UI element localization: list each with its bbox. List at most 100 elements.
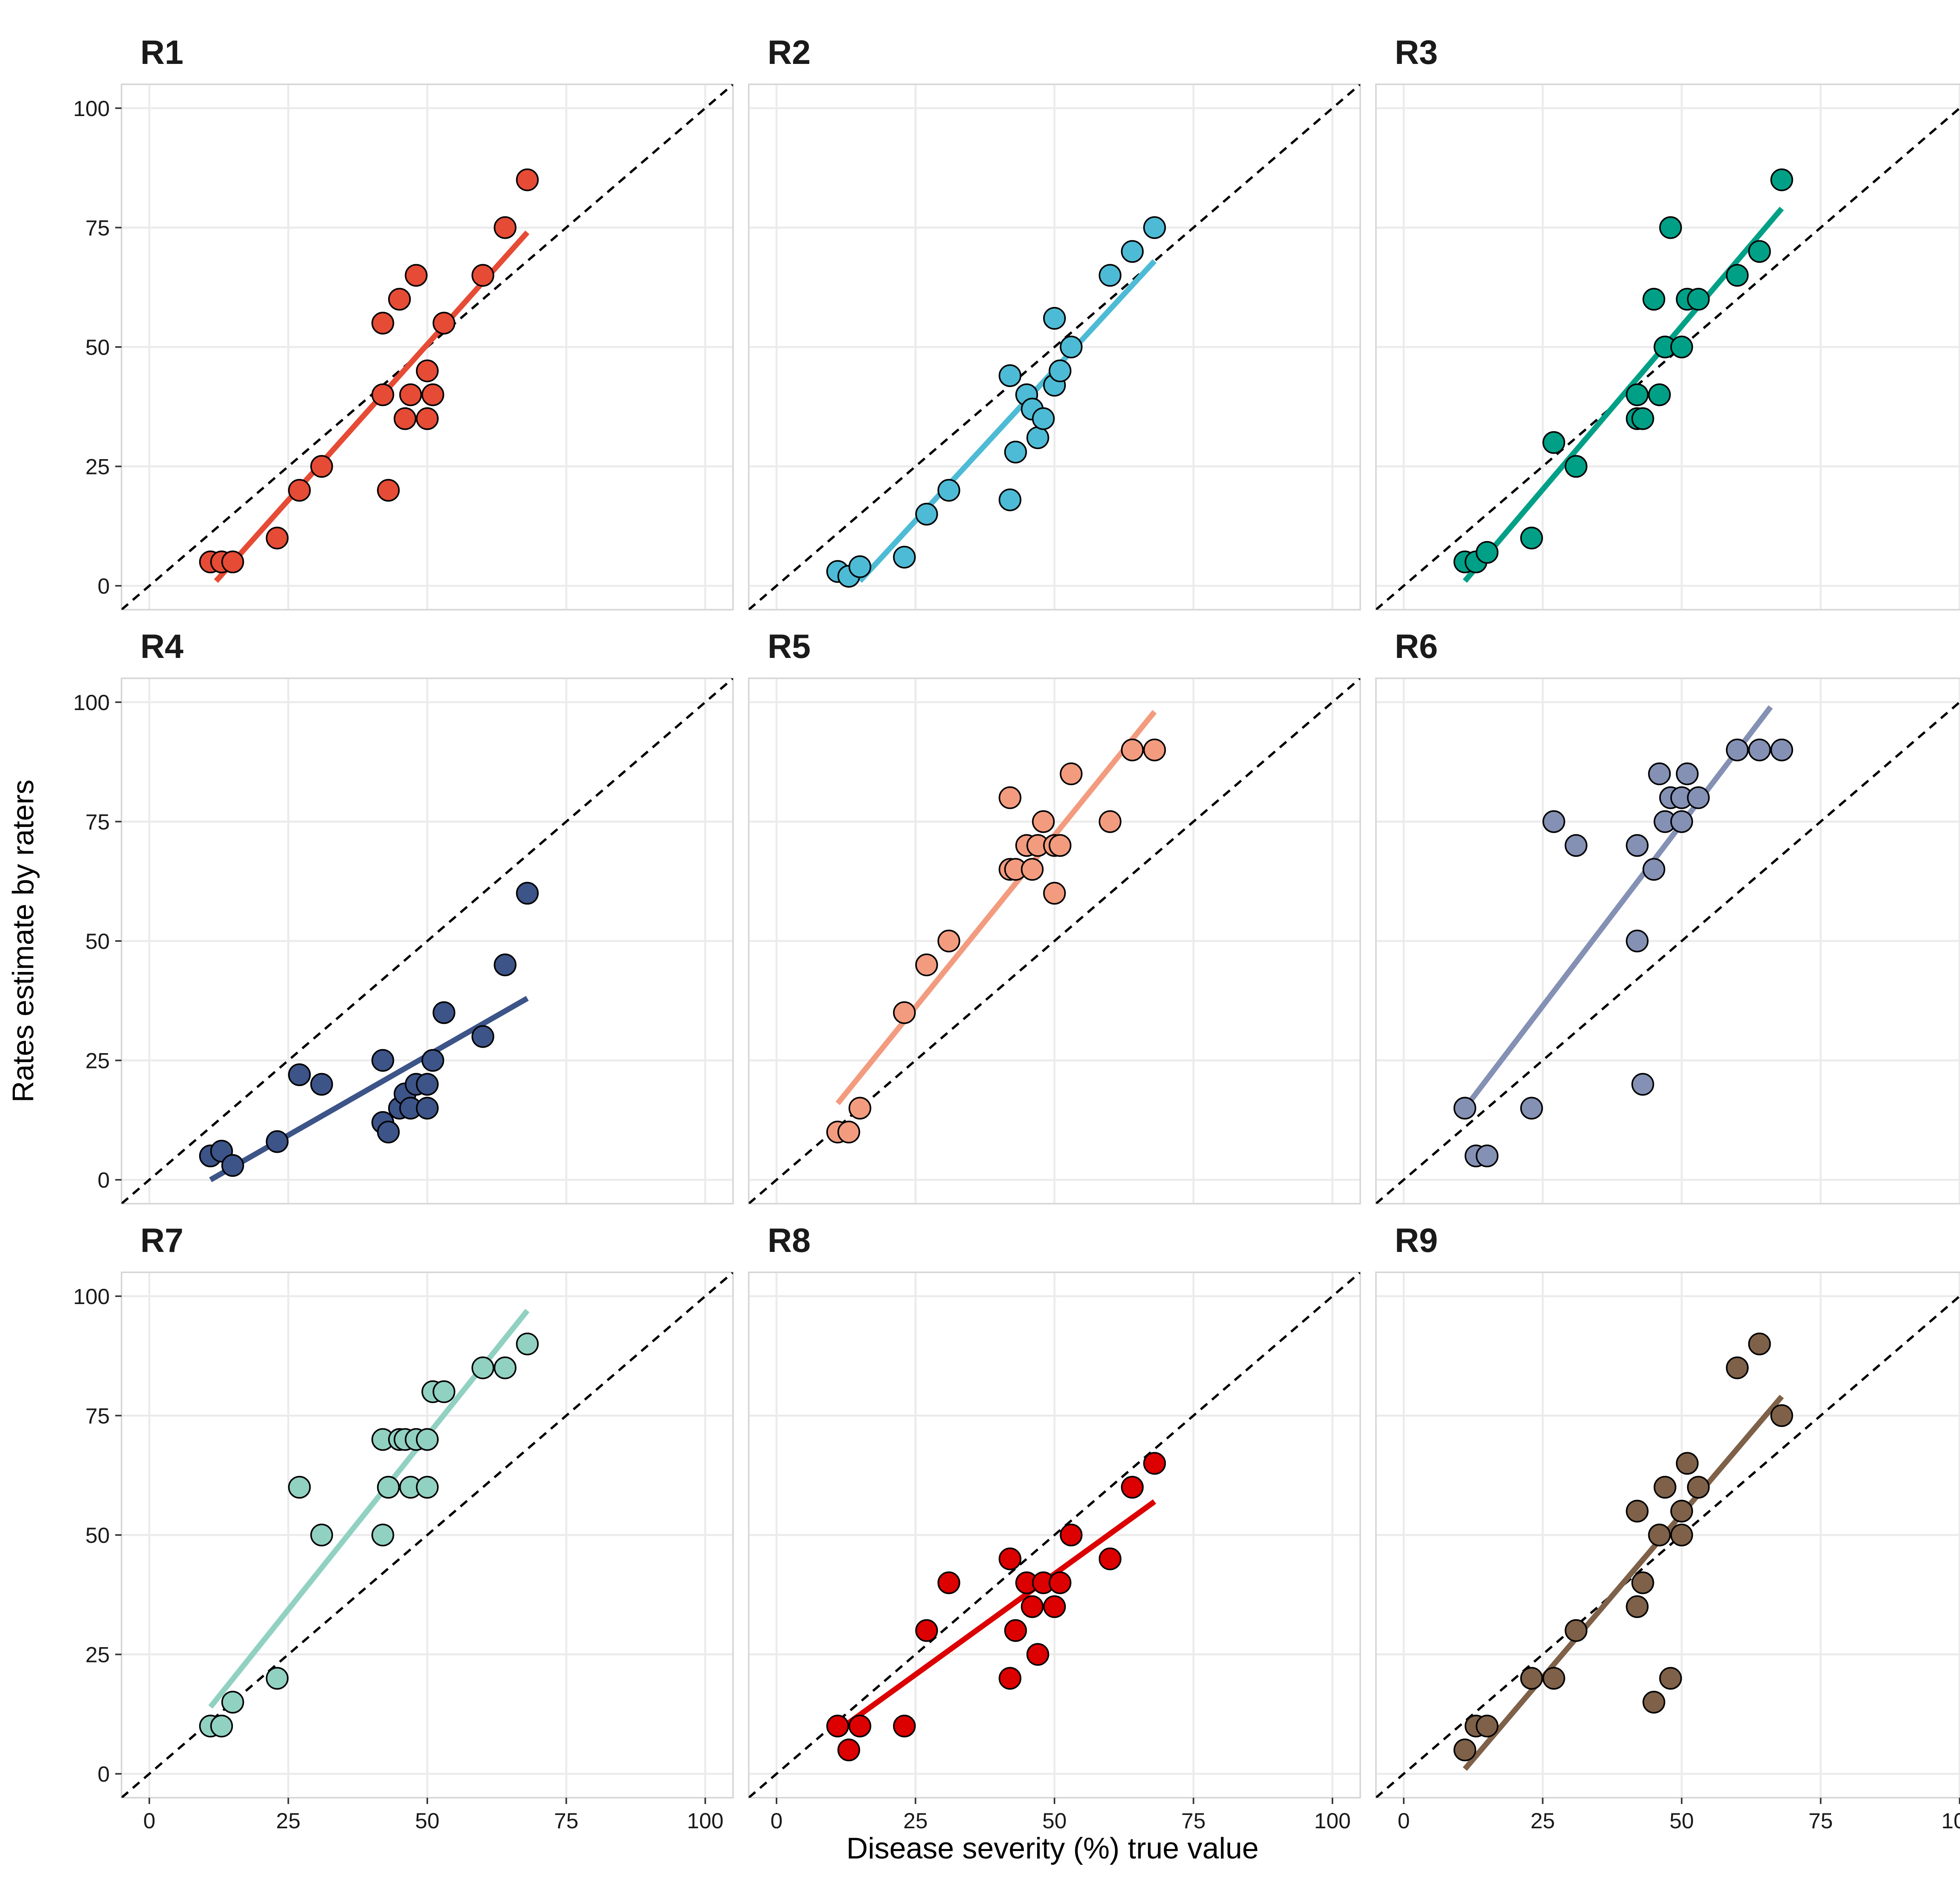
data-point: [1687, 786, 1710, 809]
data-point: [1121, 1476, 1144, 1499]
data-point: [1659, 216, 1682, 239]
panel-plot-area: [749, 84, 1360, 610]
data-point: [1642, 858, 1666, 881]
identity-line: [1376, 700, 1960, 1204]
y-tick-label: 25: [85, 454, 110, 479]
data-point: [1032, 407, 1055, 430]
data-point: [416, 1073, 439, 1096]
y-tick-label: 25: [85, 1642, 110, 1667]
panel-title-r1: R1: [140, 34, 183, 71]
data-point: [371, 383, 394, 406]
data-point: [1004, 441, 1027, 463]
data-point: [516, 882, 539, 905]
panel-plot-area: [122, 678, 733, 1204]
panel-r2: R2: [748, 34, 1361, 610]
data-point: [1631, 1571, 1654, 1594]
fit-line: [209, 996, 529, 1183]
data-point: [1670, 1524, 1693, 1546]
data-point: [1670, 1500, 1693, 1523]
data-point: [371, 312, 394, 335]
data-point: [394, 407, 417, 430]
data-point: [1676, 1452, 1699, 1475]
data-point: [1626, 1595, 1649, 1618]
panel-plot-area: [749, 678, 1360, 1204]
data-point: [1060, 1524, 1083, 1546]
data-point: [893, 1715, 916, 1738]
data-point: [416, 407, 439, 430]
data-point: [1021, 858, 1044, 881]
data-point: [1021, 1595, 1044, 1618]
panel-plot-area: [749, 1272, 1360, 1798]
panel-border: [1375, 84, 1960, 610]
data-point: [1143, 738, 1166, 761]
panel-r6: R6: [1375, 628, 1960, 1204]
data-point: [826, 1715, 849, 1738]
data-point: [371, 1524, 394, 1546]
data-point: [1004, 1619, 1027, 1642]
data-point: [1648, 762, 1671, 785]
data-point: [1143, 216, 1166, 239]
data-point: [310, 455, 333, 478]
data-point: [1098, 264, 1122, 287]
y-tick-label: 0: [98, 1168, 110, 1192]
data-point: [1631, 407, 1654, 430]
panel-r5: R5: [748, 628, 1361, 1204]
y-axis-title: Rates estimate by raters: [7, 779, 40, 1103]
identity-line: [749, 84, 1360, 610]
data-point: [1726, 264, 1749, 287]
data-point: [288, 1063, 311, 1086]
data-point: [1143, 1452, 1166, 1475]
data-point: [1475, 1144, 1499, 1168]
data-point: [221, 1691, 244, 1714]
data-point: [416, 359, 439, 382]
data-point: [371, 1049, 394, 1072]
y-tick-label: 0: [98, 574, 110, 598]
data-point: [1098, 1547, 1122, 1570]
data-point: [893, 1001, 916, 1024]
data-point: [837, 1738, 860, 1762]
data-point: [837, 1121, 860, 1144]
data-point: [421, 1049, 445, 1072]
data-point: [221, 550, 244, 574]
data-point: [494, 216, 517, 239]
x-tick-label: 0: [1397, 1808, 1410, 1833]
fit-line: [835, 710, 1157, 1105]
data-point: [1748, 738, 1771, 761]
x-tick-label: 100: [687, 1808, 723, 1833]
data-point: [1648, 383, 1671, 406]
panel-title-r8: R8: [768, 1222, 811, 1259]
data-point: [1060, 336, 1083, 358]
data-point: [416, 1097, 439, 1120]
data-point: [1726, 738, 1749, 761]
data-point: [998, 364, 1022, 387]
panel-title-r4: R4: [140, 628, 183, 665]
data-point: [1520, 1667, 1543, 1690]
data-point: [471, 1356, 494, 1379]
fit-line: [1463, 1395, 1784, 1771]
data-point: [494, 1356, 517, 1379]
y-tick-label: 100: [73, 690, 110, 715]
panel-title-r5: R5: [768, 628, 811, 665]
data-point: [1670, 336, 1693, 358]
x-tick-label: 0: [143, 1808, 155, 1833]
panel-title-r3: R3: [1395, 34, 1438, 71]
data-point: [1043, 1595, 1066, 1618]
data-point: [915, 1619, 938, 1642]
data-point: [405, 264, 428, 287]
data-point: [1453, 1738, 1476, 1762]
panel-title-r6: R6: [1395, 628, 1438, 665]
data-point: [1520, 1097, 1543, 1120]
data-point: [937, 930, 960, 952]
data-point: [1026, 426, 1049, 449]
data-point: [1770, 168, 1793, 191]
panel-r4: R4 0 25 50 75 100: [73, 628, 734, 1204]
data-point: [1564, 1619, 1588, 1642]
data-point: [1659, 1667, 1682, 1690]
fit-line: [1463, 705, 1773, 1110]
panel-plot-area: [1376, 1294, 1960, 1798]
data-point: [416, 1428, 439, 1451]
fit-line: [214, 230, 530, 583]
fit-line: [858, 259, 1157, 583]
data-point: [471, 264, 494, 287]
